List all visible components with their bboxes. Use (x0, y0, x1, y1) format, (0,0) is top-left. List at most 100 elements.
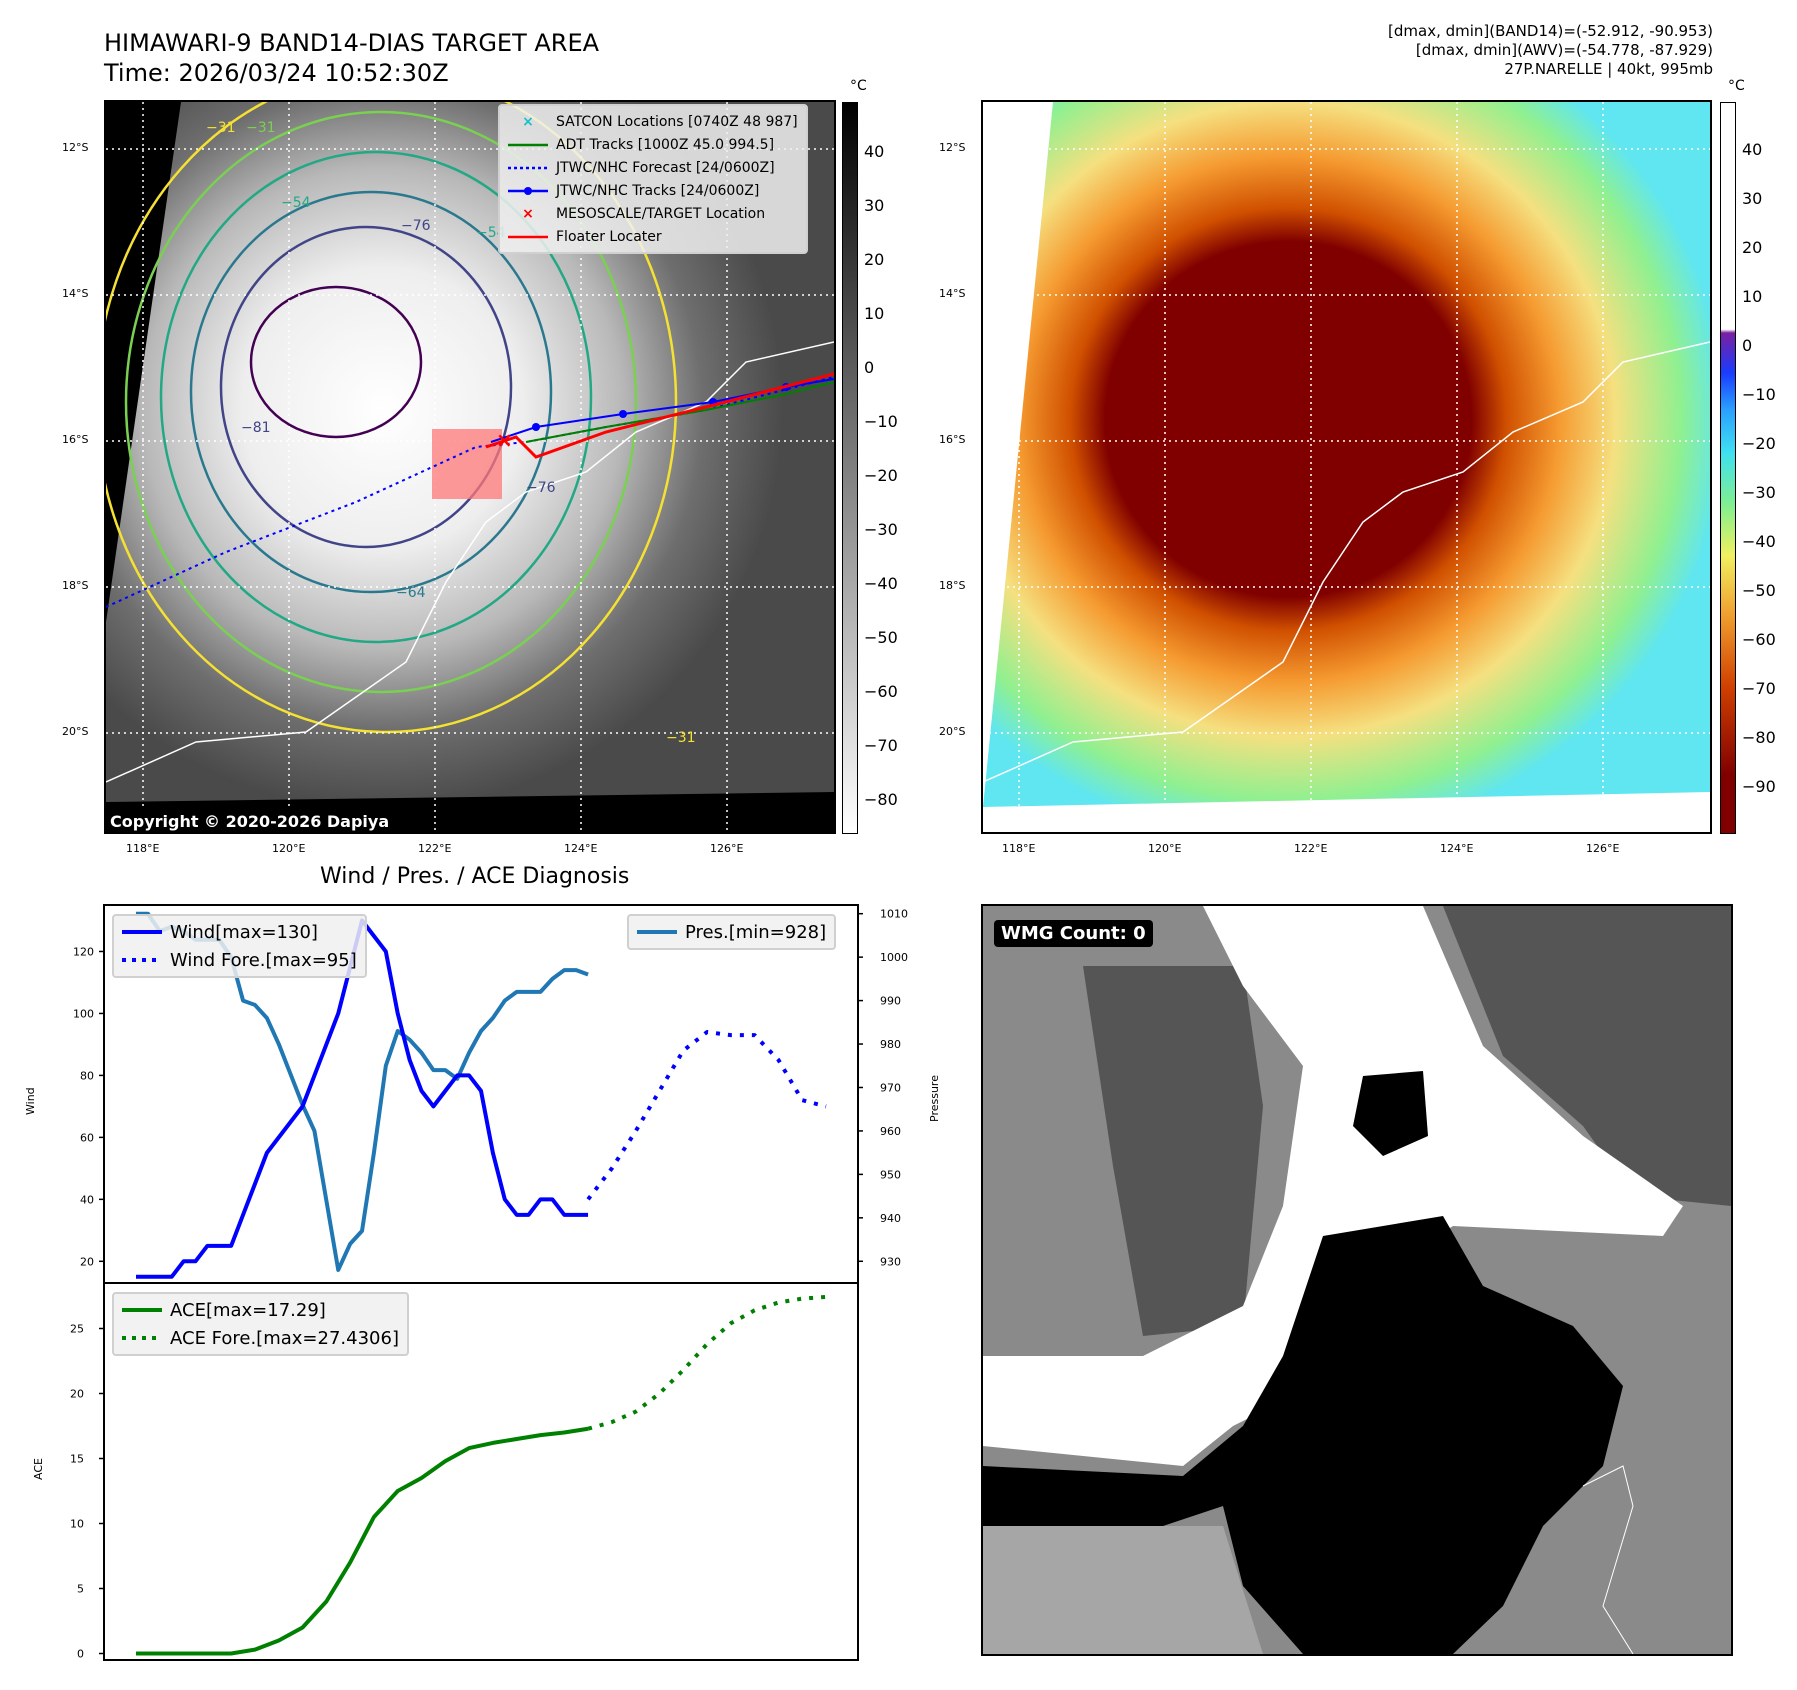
wind-axis-label: Wind (24, 1087, 37, 1115)
line-icon (508, 142, 548, 148)
colorbar-tick-label: −70 (1742, 679, 1776, 698)
colorbar-tick-label: −10 (864, 412, 898, 431)
colorbar-tick-label: −20 (1742, 434, 1776, 453)
lon-label: 124°E (564, 842, 598, 855)
contour-label: −31 (666, 730, 696, 746)
wind-legend: Wind[max=130] Wind Fore.[max=95] (112, 914, 367, 978)
lat-label: 14°S (62, 287, 89, 300)
ace-tick-label: 10 (70, 1518, 84, 1531)
colorbar-tick-label: 0 (864, 358, 875, 377)
lon-label: 120°E (1148, 842, 1182, 855)
lat-label: 20°S (939, 725, 966, 738)
ace-legend: ACE[max=17.29] ACE Fore.[max=27.4306] (112, 1292, 409, 1356)
line-icon (122, 929, 162, 935)
colorbar-tick-label: −90 (1742, 777, 1776, 796)
lon-label: 122°E (1294, 842, 1328, 855)
legend-jtwc-tracks: JTWC/NHC Tracks [24/0600Z] (508, 179, 798, 202)
contour-label: −76 (526, 480, 556, 496)
colorbar-tick-label: −80 (864, 790, 898, 809)
contour-31 (106, 102, 678, 734)
ace-tick-label: 5 (77, 1583, 84, 1596)
contour-64 (189, 190, 553, 594)
map-legend: × SATCON Locations [0740Z 48 987] ADT Tra… (498, 104, 808, 254)
wmg-panel[interactable] (981, 904, 1733, 1656)
wind-fore-legend-label: Wind Fore.[max=95] (170, 949, 357, 971)
awv-coastline (983, 341, 1710, 783)
lon-label: 120°E (272, 842, 306, 855)
dotted-line-icon (508, 165, 548, 171)
ir-map-panel[interactable]: × −31 −31 −54 −54 −76 −76 −81 −64 −31 × S… (104, 100, 836, 834)
wmg-gray-region (983, 1526, 1263, 1654)
colorbar-tick-label: −10 (1742, 385, 1776, 404)
line-marker-icon (508, 186, 548, 196)
legend-target: × MESOSCALE/TARGET Location (508, 202, 798, 225)
wmg-count-badge: WMG Count: 0 (994, 920, 1153, 947)
wmg-coastline (1582, 1465, 1634, 1654)
wind-tick-label: 40 (80, 1193, 94, 1206)
ace-axes (103, 1282, 859, 1661)
wmg-black-region (1353, 1071, 1428, 1156)
colorbar-tick-label: 0 (1742, 336, 1753, 355)
awv-colorbar-unit: °C (1728, 78, 1745, 94)
ace-tick-label: 0 (77, 1648, 84, 1661)
wmg-image (983, 906, 1731, 1654)
contour-label: −54 (281, 195, 311, 211)
colorbar-tick-label: 10 (1742, 287, 1763, 306)
diagnosis-title: Wind / Pres. / ACE Diagnosis (320, 864, 630, 889)
wind-legend-label: Wind[max=130] (170, 921, 318, 943)
target-area-box (432, 429, 502, 499)
colorbar-tick-label: 20 (864, 250, 885, 269)
pressure-tick-label: 1010 (880, 908, 908, 921)
ir-colorbar (842, 102, 858, 834)
colorbar-tick-label: −60 (864, 682, 898, 701)
awv-map-panel[interactable] (981, 100, 1712, 834)
legend-jtwc-forecast: JTWC/NHC Forecast [24/0600Z] (508, 156, 798, 179)
ir-colorbar-unit: °C (850, 78, 867, 94)
wmg-black-region (983, 1216, 1623, 1654)
contour-label: −31 (206, 120, 236, 136)
dotted-line-icon (122, 1335, 162, 1341)
lon-label: 118°E (1002, 842, 1036, 855)
wmg-dark-region (1083, 966, 1263, 1336)
contour-81 (249, 285, 423, 439)
colorbar-tick-label: −60 (1742, 630, 1776, 649)
ace-line (136, 1426, 589, 1656)
wind-tick-label: 80 (80, 1069, 94, 1082)
wmg-dark-region (1443, 906, 1731, 1206)
pressure-axis-label: Pressure (928, 1075, 941, 1122)
target-marker: × (496, 428, 513, 452)
colorbar-tick-label: −80 (1742, 728, 1776, 747)
pres-legend-label: Pres.[min=928] (685, 921, 827, 943)
pressure-tick-label: 970 (880, 1081, 901, 1094)
lon-label: 124°E (1440, 842, 1474, 855)
adt-track (525, 381, 834, 443)
contour-45 (124, 110, 638, 694)
lon-label: 122°E (418, 842, 452, 855)
contour-label: −31 (246, 120, 276, 136)
awv-range: [dmax, dmin](AWV)=(-54.778, -87.929) (1415, 41, 1713, 59)
ace-fore-legend-label: ACE Fore.[max=27.4306] (170, 1327, 399, 1349)
lon-label: 118°E (126, 842, 160, 855)
line-icon (637, 929, 677, 935)
lat-label: 14°S (939, 287, 966, 300)
colorbar-tick-label: −50 (864, 628, 898, 647)
ace-legend-label: ACE[max=17.29] (170, 1299, 326, 1321)
ace-tick-label: 15 (70, 1453, 84, 1466)
colorbar-tick-label: −50 (1742, 581, 1776, 600)
awv-gridlines (983, 102, 1710, 832)
dotted-line-icon (122, 957, 162, 963)
colorbar-tick-label: −70 (864, 736, 898, 755)
ace-tick-label: 25 (70, 1323, 84, 1336)
lat-label: 18°S (939, 579, 966, 592)
storm-info: 27P.NARELLE | 40kt, 995mb (1504, 60, 1713, 78)
ace-tick-label: 20 (70, 1388, 84, 1401)
lat-label: 12°S (62, 141, 89, 154)
stats-header: [dmax, dmin](BAND14)=(-52.912, -90.953) … (1388, 22, 1713, 79)
lat-label: 20°S (62, 725, 89, 738)
colorbar-tick-label: −20 (864, 466, 898, 485)
ace-axis-label: ACE (32, 1458, 45, 1480)
wind-tick-label: 100 (73, 1007, 94, 1020)
contour-label: −64 (396, 585, 426, 601)
pressure-tick-label: 950 (880, 1168, 901, 1181)
line-icon (122, 1307, 162, 1313)
